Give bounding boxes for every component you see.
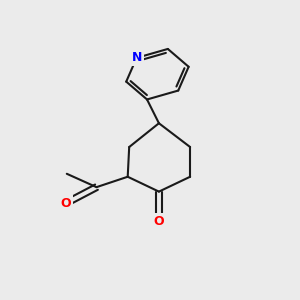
Text: N: N [131, 51, 142, 64]
Text: O: O [60, 197, 70, 210]
Text: O: O [154, 215, 164, 228]
